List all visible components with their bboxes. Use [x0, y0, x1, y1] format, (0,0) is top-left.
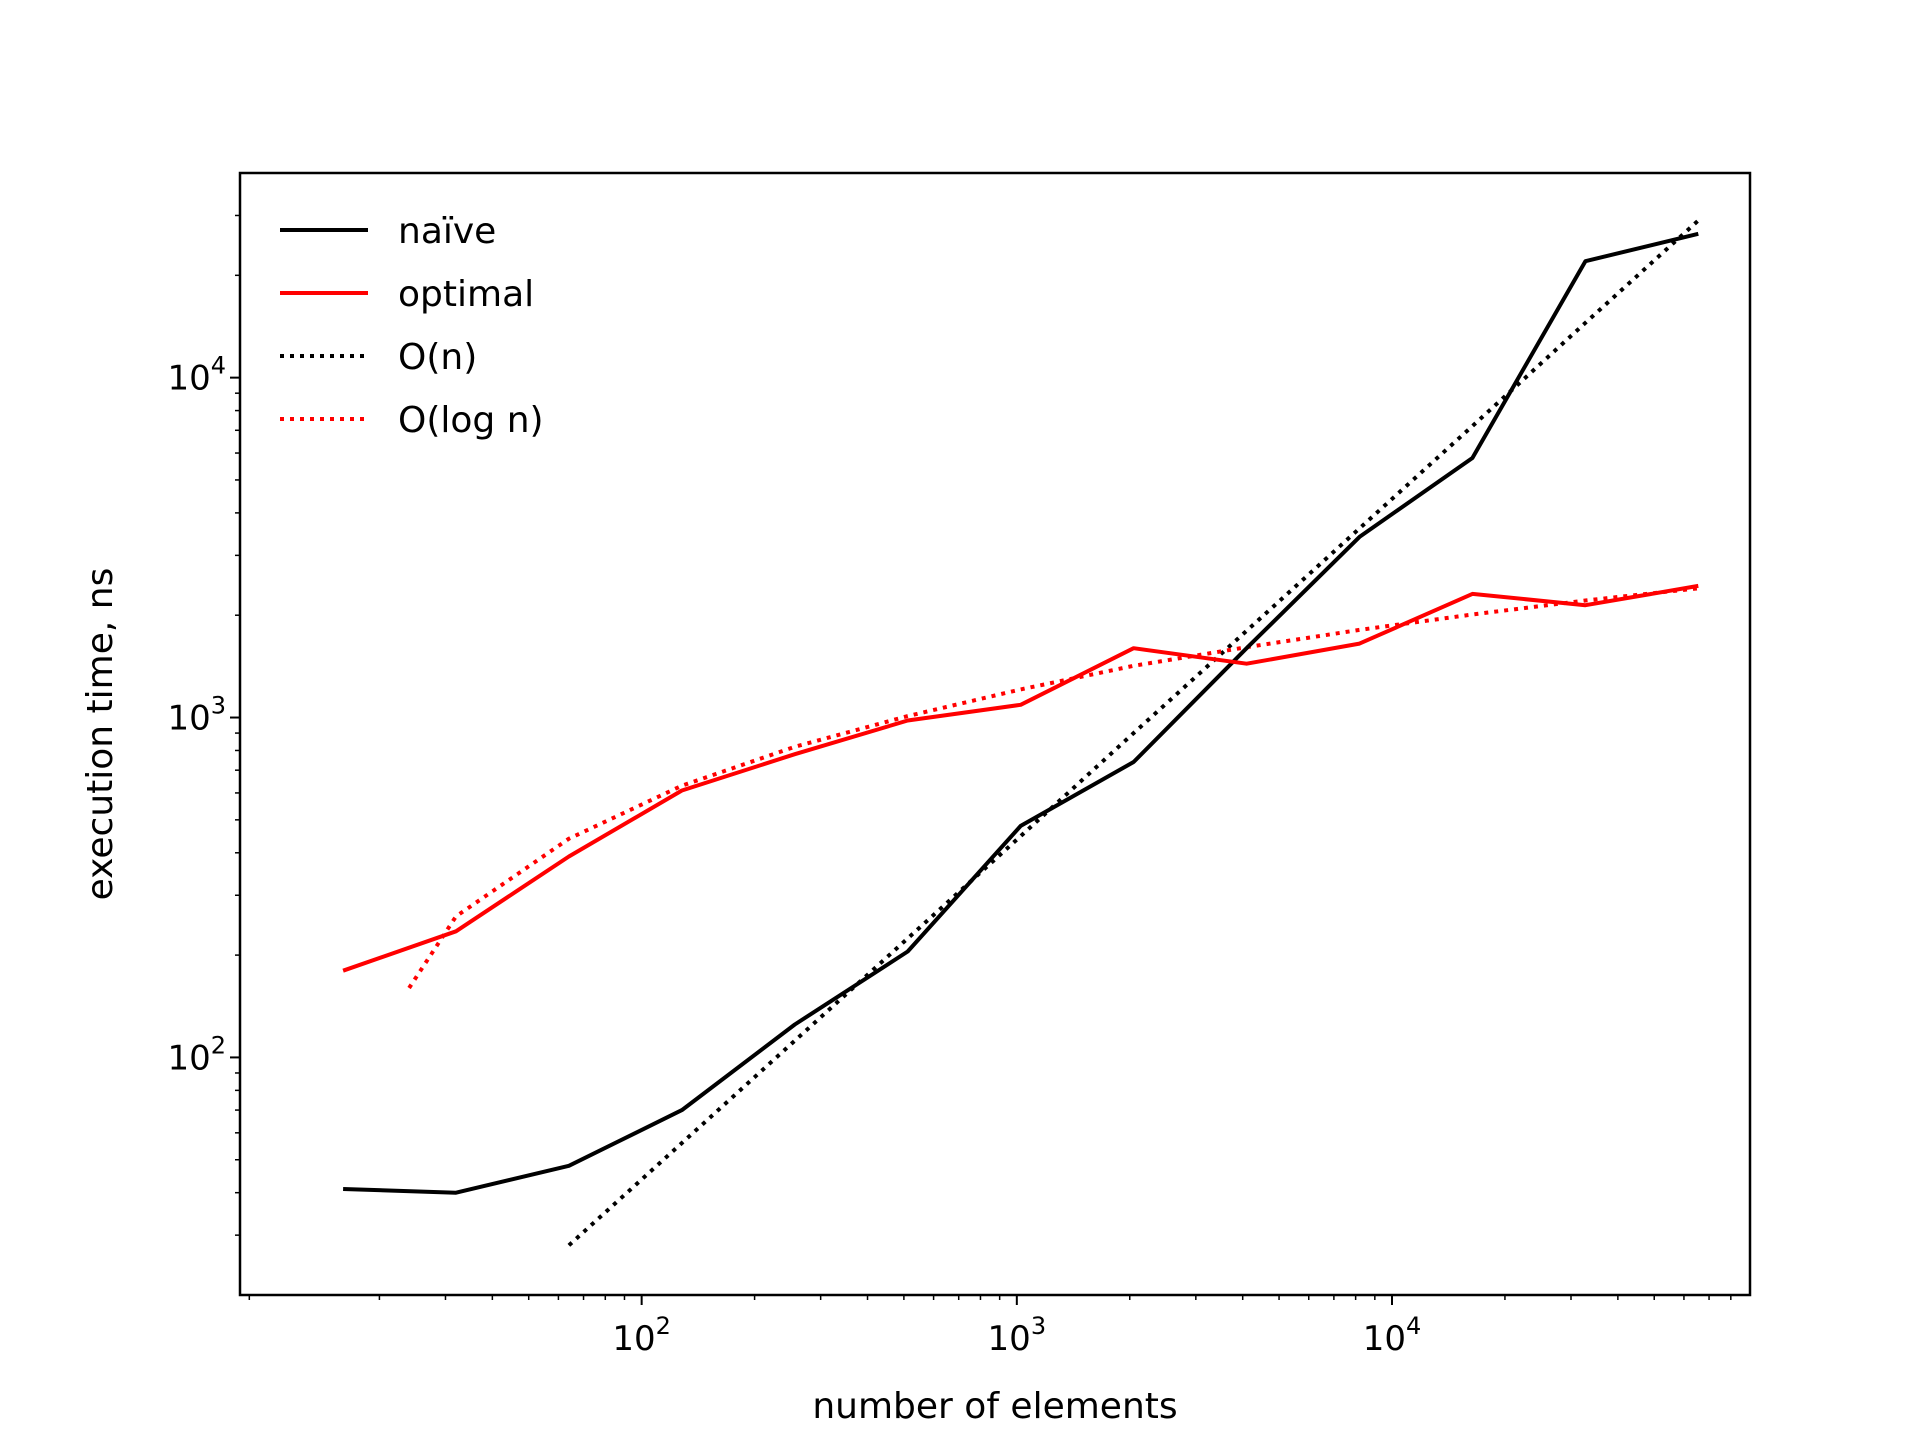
y-tick-label: 102	[167, 1031, 226, 1078]
legend: naïve optimal O(n) O(log n)	[280, 211, 544, 441]
legend-label: O(n)	[398, 337, 477, 378]
y-tick-label: 103	[167, 692, 226, 739]
x-tick-label: 103	[988, 1312, 1047, 1359]
major-ticks: 102 103 104 102 103 104	[167, 352, 1421, 1359]
x-tick-label: 104	[1363, 1312, 1422, 1359]
legend-label: optimal	[398, 274, 534, 315]
y-tick-label: 104	[167, 352, 226, 399]
x-axis-label: number of elements	[812, 1386, 1177, 1427]
series-line-2	[342, 583, 1699, 973]
series-line-4	[407, 586, 1699, 990]
legend-label: O(log n)	[398, 400, 544, 441]
series-line-1	[343, 231, 1699, 1195]
series-layer	[342, 219, 1700, 1247]
x-tick-label: 102	[612, 1312, 671, 1359]
legend-label: naïve	[398, 211, 496, 252]
y-axis-label: execution time, ns	[80, 568, 121, 901]
plot-frame	[238, 171, 1752, 1297]
